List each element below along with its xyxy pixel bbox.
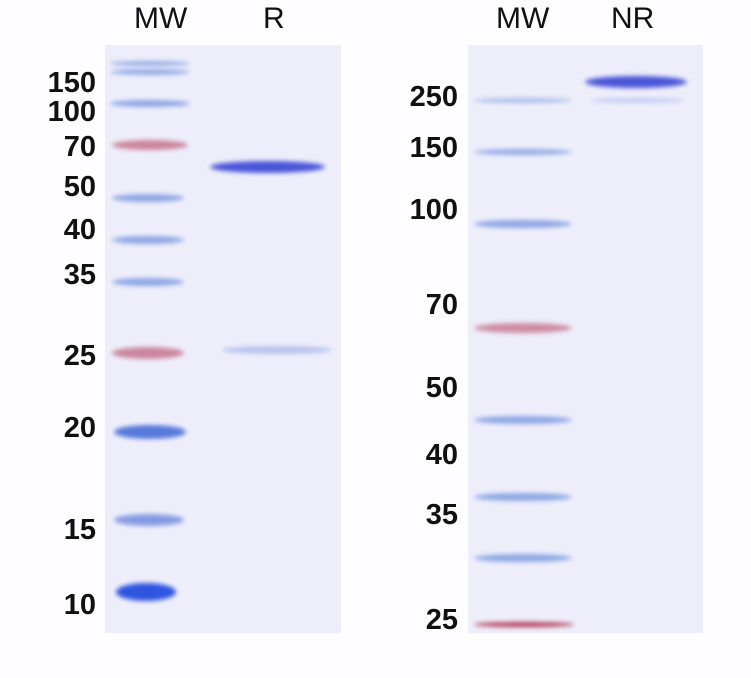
- gel-band: [474, 323, 572, 333]
- marker-label: 100: [409, 194, 458, 226]
- marker-label: 250: [409, 81, 458, 113]
- marker-label: 70: [425, 289, 458, 321]
- gel-band: [585, 76, 687, 88]
- marker-label: 50: [63, 171, 96, 203]
- gel-band: [474, 149, 572, 155]
- gel-band: [474, 220, 572, 228]
- gel-band: [474, 554, 572, 562]
- marker-label: 50: [425, 372, 458, 404]
- marker-label: 15: [63, 514, 96, 546]
- lane-label-mw-right: MW: [496, 2, 550, 35]
- gel-band: [474, 416, 572, 424]
- right-gel: [468, 45, 703, 633]
- gel-band: [112, 347, 184, 359]
- gel-band: [110, 99, 190, 107]
- marker-label: 150: [409, 132, 458, 164]
- left-gel: [105, 45, 341, 633]
- gel-band: [474, 621, 574, 627]
- marker-label: 40: [425, 439, 458, 471]
- marker-label: 70: [63, 131, 96, 163]
- marker-label: 10: [63, 589, 96, 621]
- marker-label: 35: [425, 499, 458, 531]
- marker-label: 25: [425, 604, 458, 636]
- marker-label: 25: [63, 340, 96, 372]
- lane-label-mw-left: MW: [134, 2, 188, 35]
- marker-label: 100: [47, 96, 96, 128]
- gel-band: [590, 97, 685, 103]
- gel-band: [112, 194, 184, 202]
- gel-band: [110, 60, 190, 66]
- gel-band: [474, 97, 572, 103]
- marker-label: 35: [63, 259, 96, 291]
- gel-band: [112, 278, 184, 286]
- gel-band: [210, 161, 325, 173]
- gel-band: [110, 69, 190, 75]
- gel-band: [222, 346, 332, 354]
- lane-label-nr: NR: [611, 2, 655, 35]
- marker-label: 40: [63, 214, 96, 246]
- gel-band: [474, 493, 572, 501]
- marker-label: 20: [63, 412, 96, 444]
- gel-band: [114, 514, 184, 526]
- gel-band: [112, 236, 184, 244]
- gel-band: [116, 583, 176, 601]
- lane-label-r: R: [263, 2, 285, 35]
- gel-band: [112, 140, 188, 150]
- gel-band: [114, 425, 186, 439]
- marker-label: 150: [47, 67, 96, 99]
